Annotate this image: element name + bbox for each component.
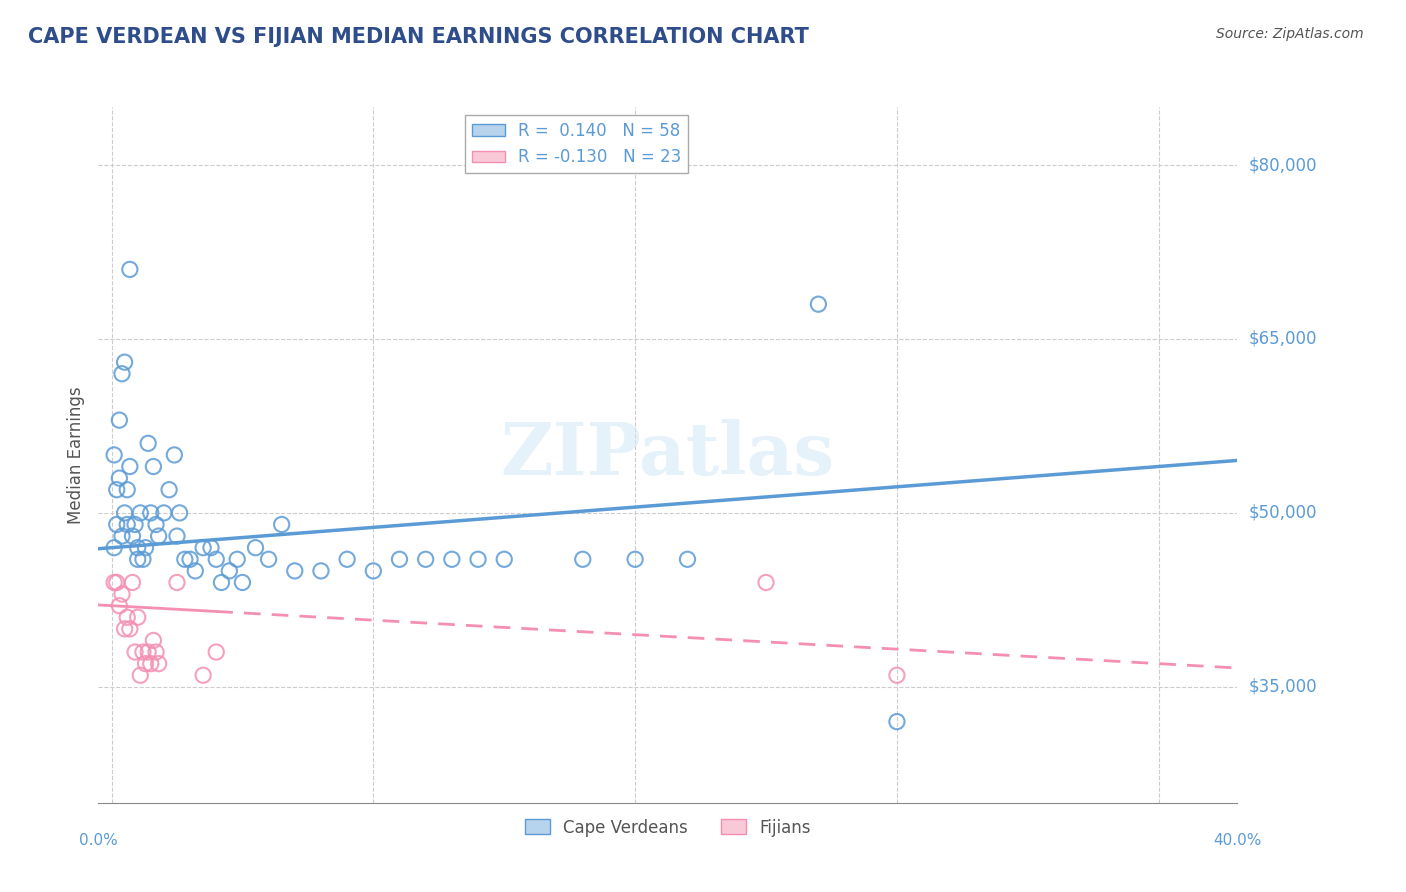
Point: [127, 610, 149, 624]
Point: [127, 552, 149, 566]
Point: [105, 575, 128, 590]
Point: [103, 541, 125, 555]
Point: [111, 529, 134, 543]
Point: [415, 552, 437, 566]
Point: [388, 552, 411, 566]
Point: [494, 552, 516, 566]
Point: [145, 517, 167, 532]
Point: [148, 529, 170, 543]
Point: [571, 552, 593, 566]
Point: [124, 517, 146, 532]
Point: [108, 599, 131, 613]
Point: [121, 575, 143, 590]
Point: [142, 459, 165, 474]
Point: [211, 575, 233, 590]
Point: [114, 622, 136, 636]
Point: [440, 552, 463, 566]
Text: CAPE VERDEAN VS FIJIAN MEDIAN EARNINGS CORRELATION CHART: CAPE VERDEAN VS FIJIAN MEDIAN EARNINGS C…: [28, 27, 808, 46]
Point: [121, 529, 143, 543]
Point: [218, 564, 240, 578]
Point: [163, 448, 186, 462]
Point: [124, 645, 146, 659]
Point: [755, 575, 778, 590]
Point: [245, 541, 267, 555]
Point: [284, 564, 307, 578]
Point: [148, 657, 170, 671]
Point: [179, 552, 201, 566]
Point: [184, 564, 207, 578]
Point: [191, 668, 214, 682]
Point: [111, 587, 134, 601]
Point: [467, 552, 489, 566]
Point: [886, 714, 908, 729]
Point: [191, 541, 214, 555]
Point: [139, 506, 162, 520]
Point: [105, 483, 128, 497]
Point: [114, 506, 136, 520]
Point: [129, 506, 152, 520]
Point: [136, 436, 159, 450]
Text: $50,000: $50,000: [1249, 504, 1317, 522]
Point: [624, 552, 647, 566]
Point: [103, 448, 125, 462]
Point: [115, 610, 138, 624]
Point: [166, 575, 188, 590]
Text: $65,000: $65,000: [1249, 330, 1317, 348]
Point: [169, 506, 191, 520]
Point: [129, 668, 152, 682]
Point: [205, 645, 228, 659]
Point: [118, 622, 141, 636]
Point: [103, 575, 125, 590]
Point: [676, 552, 699, 566]
Point: [166, 529, 188, 543]
Text: 40.0%: 40.0%: [1213, 833, 1261, 848]
Point: [153, 506, 176, 520]
Text: ZIPatlas: ZIPatlas: [501, 419, 835, 491]
Point: [226, 552, 249, 566]
Point: [105, 517, 128, 532]
Point: [132, 645, 155, 659]
Point: [807, 297, 830, 311]
Text: $35,000: $35,000: [1249, 678, 1317, 696]
Point: [205, 552, 228, 566]
Point: [309, 564, 332, 578]
Text: Source: ZipAtlas.com: Source: ZipAtlas.com: [1216, 27, 1364, 41]
Point: [108, 471, 131, 485]
Point: [135, 541, 157, 555]
Point: [136, 645, 159, 659]
Point: [132, 552, 155, 566]
Legend: Cape Verdeans, Fijians: Cape Verdeans, Fijians: [517, 812, 818, 843]
Point: [118, 262, 141, 277]
Point: [115, 517, 138, 532]
Point: [145, 645, 167, 659]
Point: [157, 483, 180, 497]
Text: $80,000: $80,000: [1249, 156, 1317, 174]
Text: 0.0%: 0.0%: [79, 833, 118, 848]
Point: [108, 413, 131, 427]
Point: [118, 459, 141, 474]
Point: [336, 552, 359, 566]
Point: [127, 541, 149, 555]
Point: [270, 517, 292, 532]
Point: [114, 355, 136, 369]
Point: [257, 552, 280, 566]
Point: [231, 575, 253, 590]
Point: [142, 633, 165, 648]
Point: [115, 483, 138, 497]
Point: [111, 367, 134, 381]
Point: [135, 657, 157, 671]
Point: [139, 657, 162, 671]
Point: [886, 668, 908, 682]
Point: [200, 541, 222, 555]
Point: [363, 564, 385, 578]
Point: [173, 552, 195, 566]
Y-axis label: Median Earnings: Median Earnings: [66, 386, 84, 524]
